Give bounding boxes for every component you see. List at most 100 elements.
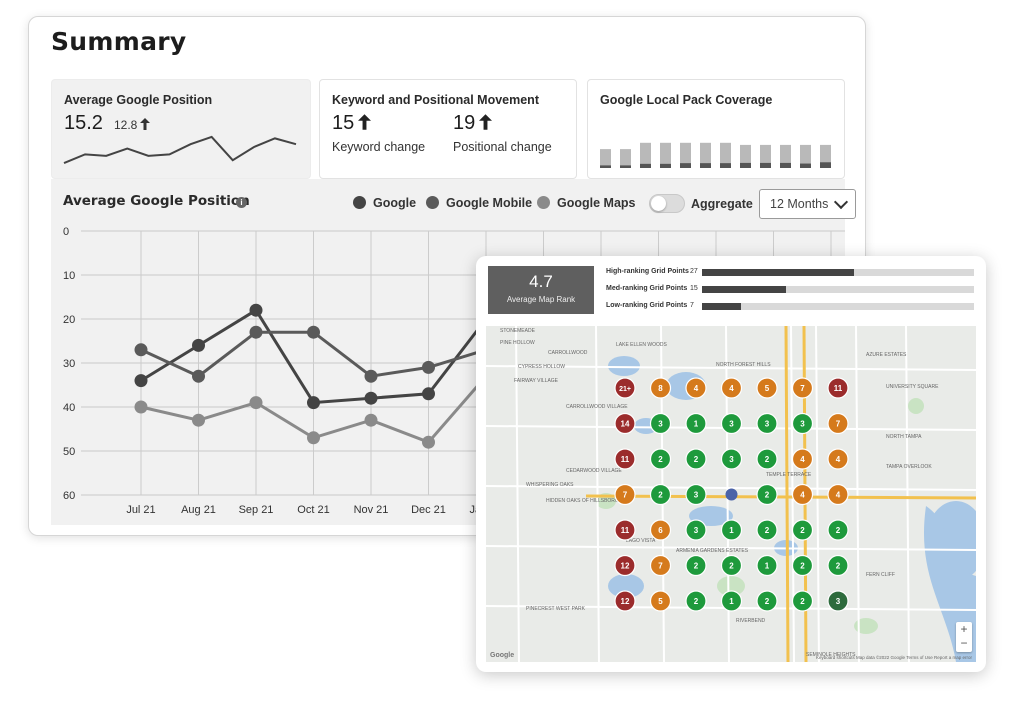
grid-point-label: 2 [800,526,805,535]
map-place-label: FAIRWAY VILLAGE [514,378,559,384]
grid-point-label: 3 [729,455,734,464]
grid-point-label: 12 [621,597,630,606]
map-place-label: CEDARWOOD VILLAGE [566,468,622,474]
high-ranking-track [702,269,974,276]
grid-point-label: 4 [836,455,841,464]
grid-point-label: 2 [800,597,805,606]
zoom-control[interactable]: + − [956,622,972,652]
location-pin-icon [725,488,738,501]
grid-point [827,412,849,435]
x-tick-label: Nov 21 [354,504,389,516]
aggregate-toggle-knob [651,196,666,211]
series-point [307,325,320,339]
grid-point [614,412,636,435]
info-icon[interactable]: i [236,197,247,208]
grid-point [685,483,707,506]
grid-point-label: 6 [658,526,663,535]
zoom-out-button[interactable]: − [960,636,968,650]
grid-point-label: 2 [658,491,663,500]
water-body [608,574,644,598]
road [486,545,976,551]
legend-google[interactable]: Google [353,196,416,210]
legend-google-maps[interactable]: Google Maps [537,196,635,210]
series-point [192,413,205,427]
y-tick-label: 0 [63,226,69,238]
grid-point-label: 5 [658,597,663,606]
grid-point [685,412,707,435]
arrow-up-icon [358,114,371,130]
coverage-bar-dark [640,163,651,168]
coverage-bar [680,142,691,168]
series-point [192,369,205,383]
map-place-label: CARROLLWOOD [548,350,588,356]
map-footer[interactable]: Keyboard shortcuts Map data ©2022 Google… [815,655,972,660]
grid-point-label: 4 [800,455,805,464]
grid-point [827,377,849,399]
movement-tile[interactable]: Keyword and Positional Movement 15 Keywo… [319,79,577,179]
grid-point-label: 2 [765,491,770,500]
road [905,326,910,662]
med-ranking-count: 15 [690,285,698,292]
grid-point-label: 21+ [619,386,631,393]
grid-point-label: 2 [765,526,770,535]
y-tick-label: 60 [63,490,75,502]
grid-point-label: 1 [729,597,734,606]
park-area [908,398,924,414]
grid-point [649,448,672,470]
period-select[interactable]: 12 Months [759,189,856,219]
avg-position-tile[interactable]: Average Google Position 15.2 12.8 [51,79,311,179]
grid-point [791,519,814,541]
map-place-label: CARROLLWOOD VILLAGE [566,404,628,410]
aggregate-toggle[interactable] [649,194,685,213]
grid-point [720,377,743,399]
google-logo: Google [490,652,515,659]
grid-point [827,554,849,577]
coverage-bar [820,144,831,168]
map-place-label: TEMPLE TERRACE [766,472,812,478]
grid-point [614,448,636,470]
grid-point-label: 7 [836,420,841,429]
coverage-bar-dark [700,163,711,168]
position-chart-panel: Average Google Position i Google Google … [51,179,856,525]
series-point [307,431,320,445]
zoom-in-button[interactable]: + [960,622,968,636]
low-ranking-fill [702,303,742,310]
grid-point [649,483,672,506]
avg-map-rank-value: 4.7 [529,272,553,291]
series-point [422,387,435,401]
legend-label-google: Google [373,196,417,210]
map-place-label: SEMINOLE HEIGHTS [806,652,856,658]
map-place-label: TAMPA OVERLOOK [886,464,932,470]
water-body [608,356,640,376]
grid-point [756,554,778,577]
coverage-tile[interactable]: Google Local Pack Coverage [587,79,845,179]
road [486,365,976,371]
map-canvas[interactable]: STONEMEADE PINE HOLLOW CARROLLWOOD CYPRESS … [486,326,976,662]
rank-grid-map[interactable]: STONEMEADE PINE HOLLOW CARROLLWOOD CYPRESS … [486,326,976,662]
grid-point [756,519,778,541]
grid-point [791,377,814,399]
grid-point-label: 3 [694,491,699,500]
series-point [134,343,148,357]
avg-position-previous: 12.8 [114,118,138,132]
grid-point-label: 2 [836,562,841,571]
legend-google-mobile[interactable]: Google Mobile [426,196,532,210]
coverage-bar [700,142,711,168]
grid-point-label: 4 [694,384,699,393]
highway [585,494,976,500]
avg-position-tile-label: Average Google Position [64,93,213,107]
arrow-up-icon [479,114,492,130]
road [486,485,976,491]
y-tick-label: 50 [63,446,75,458]
grid-point [791,554,814,577]
coverage-bar [620,149,631,168]
grid-point [791,483,814,506]
grid-point-label: 2 [694,455,699,464]
grid-point-label: 1 [694,420,699,429]
coverage-bar-dark [720,163,731,168]
legend-dot-google [353,196,366,209]
coverage-bar-dark [800,163,811,168]
low-ranking-label: Low-ranking Grid Points [606,302,688,309]
grid-point [649,590,672,612]
